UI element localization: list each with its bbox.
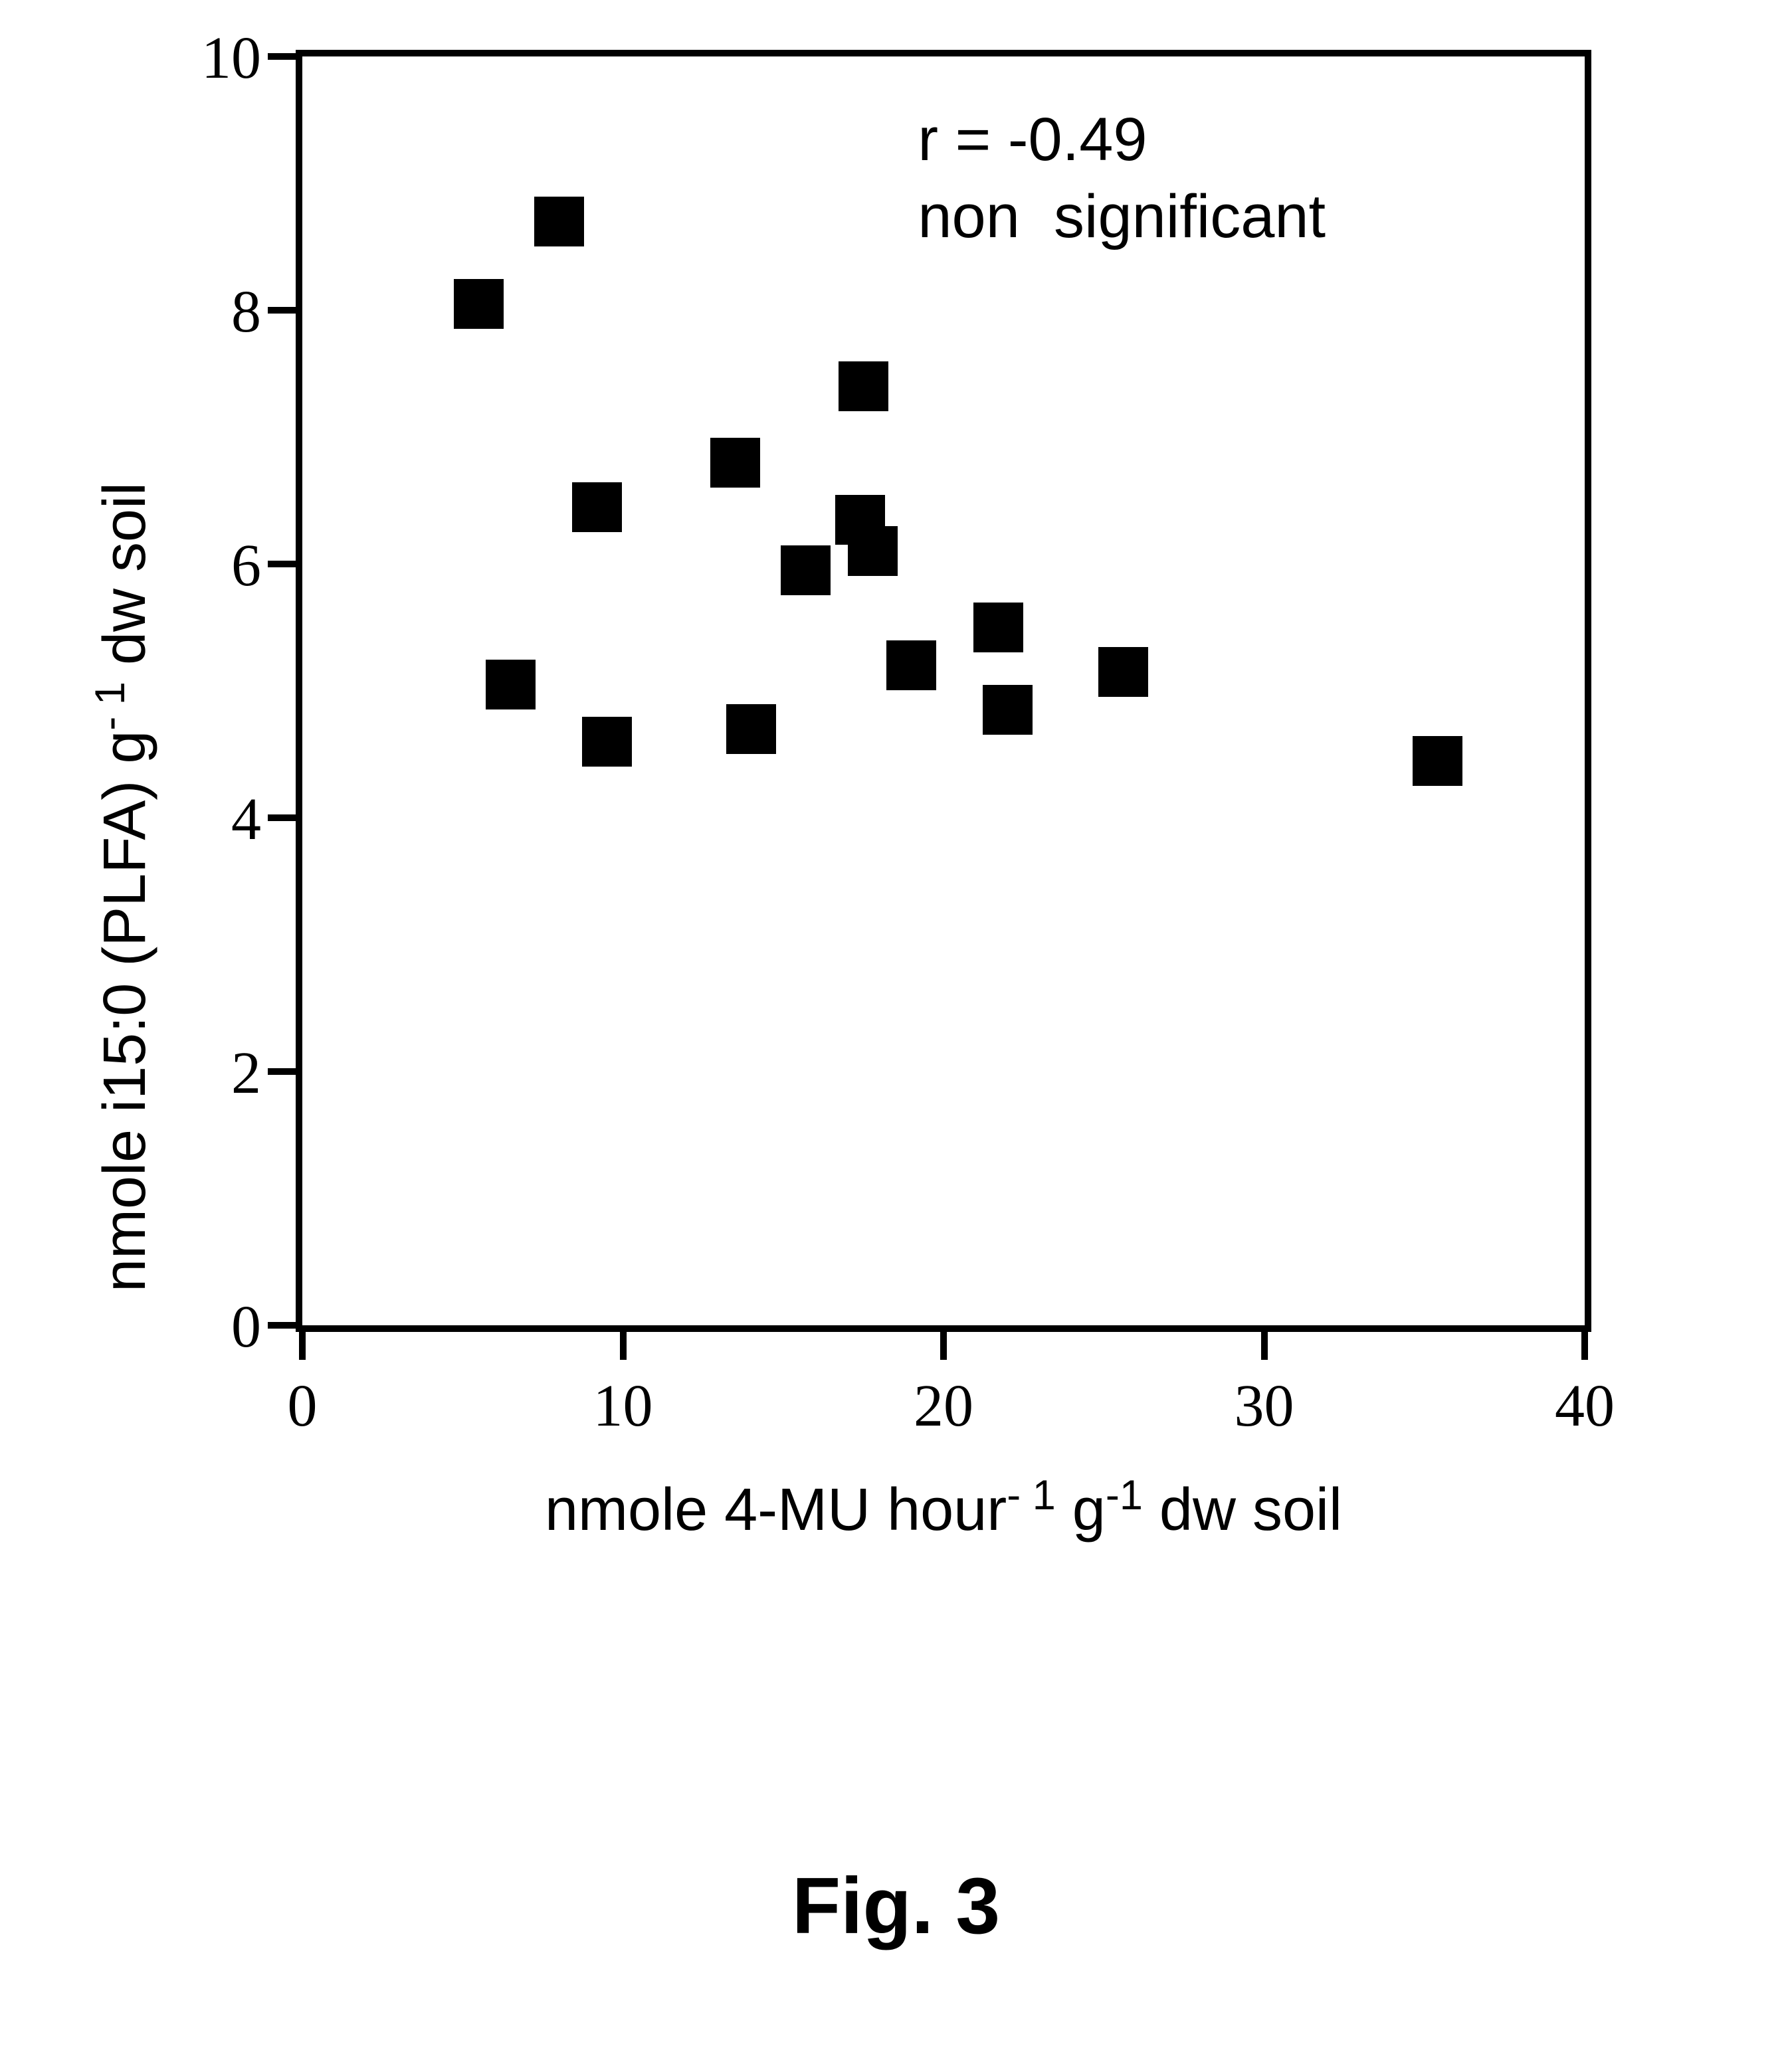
y-tick bbox=[268, 1322, 296, 1329]
data-point bbox=[572, 482, 622, 532]
x-tick-label: 40 bbox=[1532, 1372, 1638, 1440]
x-tick bbox=[1261, 1332, 1268, 1360]
data-point bbox=[710, 438, 760, 488]
x-tick bbox=[940, 1332, 947, 1360]
y-tick bbox=[268, 307, 296, 314]
y-tick-label: 6 bbox=[155, 531, 261, 600]
y-axis-label: nmole i15:0 (PLFA) g- 1 dw soil bbox=[86, 482, 159, 1292]
y-tick bbox=[268, 1068, 296, 1075]
data-point bbox=[726, 704, 776, 754]
data-point bbox=[582, 717, 632, 767]
y-tick bbox=[268, 53, 296, 60]
data-point bbox=[839, 361, 888, 411]
data-point bbox=[454, 279, 504, 329]
data-point bbox=[781, 545, 831, 595]
y-tick-label: 8 bbox=[155, 278, 261, 346]
data-point bbox=[1413, 736, 1462, 786]
x-tick bbox=[620, 1332, 627, 1360]
y-tick-label: 2 bbox=[155, 1039, 261, 1107]
figure-container: nmole i15:0 (PLFA) g- 1 dw soil nmole 4-… bbox=[0, 0, 1792, 2064]
y-tick-label: 10 bbox=[155, 24, 261, 92]
x-axis-label: nmole 4-MU hour- 1 g-1 dw soil bbox=[296, 1471, 1591, 1545]
y-tick bbox=[268, 814, 296, 821]
y-tick-label: 0 bbox=[155, 1293, 261, 1361]
correlation-annotation: r = -0.49 non significant bbox=[918, 101, 1326, 255]
figure-caption: Fig. 3 bbox=[0, 1860, 1792, 1952]
x-tick bbox=[1581, 1332, 1588, 1360]
data-point bbox=[973, 603, 1023, 652]
data-point bbox=[848, 526, 898, 576]
x-tick-label: 30 bbox=[1211, 1372, 1318, 1440]
data-point bbox=[983, 685, 1033, 735]
x-tick bbox=[299, 1332, 306, 1360]
x-tick-label: 0 bbox=[249, 1372, 355, 1440]
data-point bbox=[486, 660, 536, 709]
y-tick bbox=[268, 561, 296, 567]
data-point bbox=[886, 640, 936, 690]
data-point bbox=[1098, 647, 1148, 697]
x-tick-label: 20 bbox=[890, 1372, 997, 1440]
x-tick-label: 10 bbox=[570, 1372, 676, 1440]
data-point bbox=[534, 197, 584, 246]
y-tick-label: 4 bbox=[155, 785, 261, 854]
